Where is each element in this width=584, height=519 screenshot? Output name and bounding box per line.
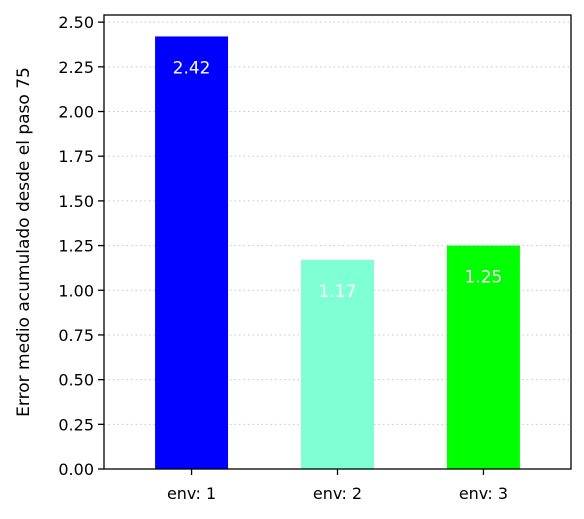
y-tick-label: 1.75 [58, 147, 94, 166]
bar [446, 245, 520, 469]
y-axis-label: Error medio acumulado desde el paso 75 [14, 67, 34, 417]
x-axis-ticks: env: 1 env: 2 env: 3 [167, 469, 508, 503]
bar [155, 36, 229, 469]
y-tick-label: 0.50 [58, 371, 94, 390]
y-tick-label: 0.00 [58, 460, 94, 479]
x-tick-label: env: 3 [459, 484, 508, 503]
y-tick-label: 2.00 [58, 103, 94, 122]
y-tick-label: 0.75 [58, 326, 94, 345]
data-label: 1.17 [319, 282, 357, 302]
y-tick-label: 1.50 [58, 192, 94, 211]
x-tick-label: env: 1 [167, 484, 216, 503]
bar [301, 259, 374, 469]
data-labels: 2.42 1.17 1.25 [173, 58, 503, 301]
data-label: 2.42 [173, 58, 211, 78]
y-tick-label: 1.25 [58, 237, 94, 256]
y-tick-label: 2.25 [58, 58, 94, 77]
y-tick-label: 2.50 [58, 13, 94, 32]
y-tick-label: 0.25 [58, 415, 94, 434]
y-axis-ticks: 0.00 0.25 0.50 0.75 1.00 1.25 1.50 1.75 2.00 2.25… [58, 13, 104, 479]
data-label: 1.25 [465, 268, 503, 288]
bars [155, 36, 520, 469]
x-tick-label: env: 2 [313, 484, 362, 503]
y-tick-label: 1.00 [58, 281, 94, 300]
